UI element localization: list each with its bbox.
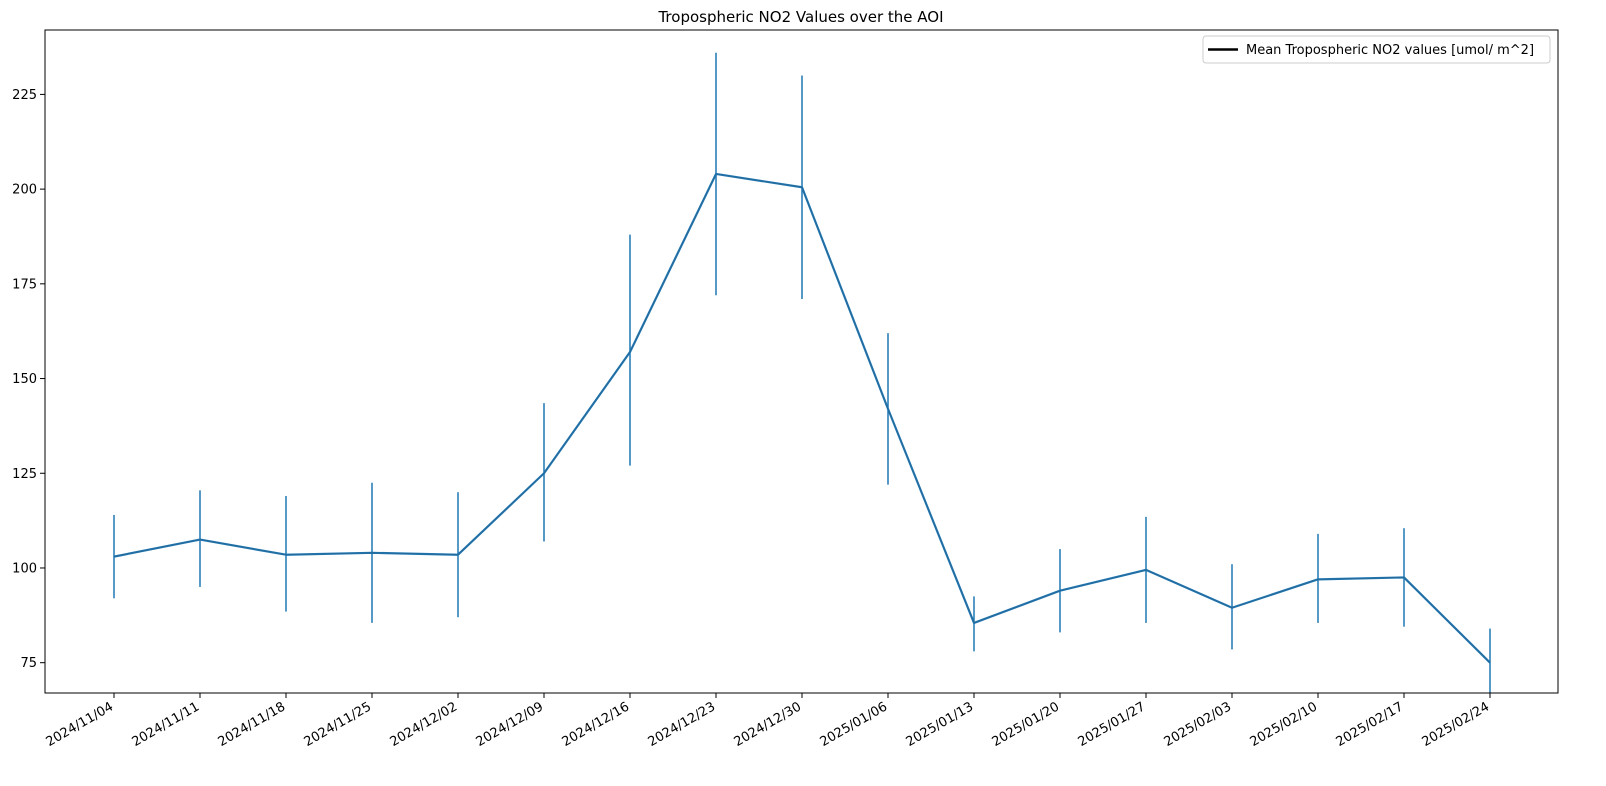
x-tick-label: 2025/01/20 bbox=[990, 699, 1062, 749]
x-tick-label: 2025/02/24 bbox=[1420, 699, 1492, 749]
y-axis: 75 100 125 150 175 200 225 bbox=[12, 88, 45, 671]
x-tick-label: 2025/02/03 bbox=[1162, 699, 1234, 749]
legend: Mean Tropospheric NO2 values [umol/ m^2] bbox=[1202, 35, 1551, 64]
x-axis: 2024/11/04 2024/11/11 2024/11/18 2024/11/25… bbox=[44, 693, 1492, 750]
x-tick-label: 2024/12/02 bbox=[388, 699, 460, 749]
series-line-overlay bbox=[113, 173, 1491, 663]
y-tick-label: 225 bbox=[12, 88, 37, 103]
x-tick-label: 2024/12/09 bbox=[474, 699, 546, 749]
y-tick-label: 175 bbox=[12, 277, 37, 292]
y-tick-label: 125 bbox=[12, 467, 37, 482]
x-tick-label: 2024/12/16 bbox=[560, 699, 632, 749]
chart-title: Tropospheric NO2 Values over the AOI bbox=[657, 8, 943, 26]
series-lines bbox=[113, 172, 1491, 664]
plot-frame bbox=[44, 29, 1559, 694]
x-tick-label: 2024/11/11 bbox=[130, 699, 202, 749]
x-tick-label: 2025/01/13 bbox=[904, 699, 976, 749]
x-tick-label: 2024/11/18 bbox=[216, 699, 288, 749]
y-tick-label: 200 bbox=[12, 183, 37, 198]
x-tick-label: 2025/01/06 bbox=[818, 699, 890, 749]
x-tick-label: 2025/01/27 bbox=[1076, 699, 1148, 749]
y-tick-label: 150 bbox=[12, 372, 37, 387]
x-tick-label: 2024/11/04 bbox=[44, 699, 116, 749]
x-tick-label: 2024/12/30 bbox=[732, 699, 804, 749]
x-tick-label: 2025/02/10 bbox=[1248, 699, 1320, 749]
x-tick-label: 2024/12/23 bbox=[646, 699, 718, 749]
x-tick-label: 2024/11/25 bbox=[302, 699, 374, 749]
y-tick-label: 100 bbox=[12, 561, 37, 576]
y-tick-label: 75 bbox=[20, 656, 37, 671]
legend-box bbox=[1202, 35, 1551, 64]
legend-label: Mean Tropospheric NO2 values [umol/ m^2] bbox=[1246, 43, 1534, 58]
x-tick-label: 2025/02/17 bbox=[1334, 699, 1406, 749]
error-bars bbox=[113, 52, 1491, 693]
